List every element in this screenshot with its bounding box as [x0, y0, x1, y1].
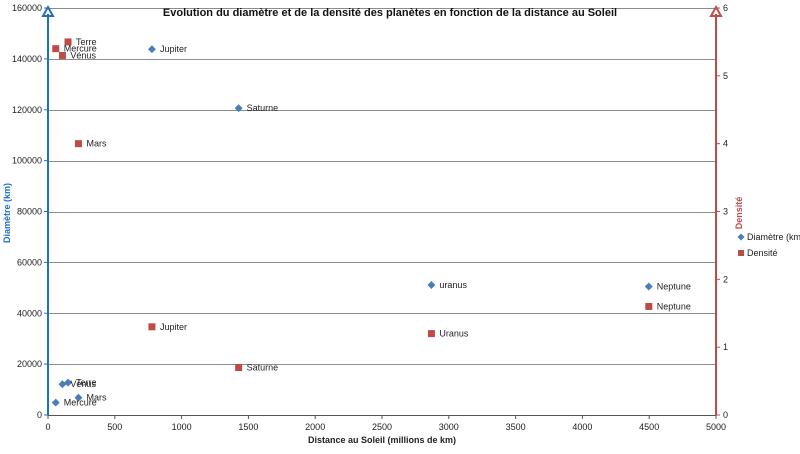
y-axis-left-title: Diamètre (km) [2, 183, 12, 243]
legend-diamond-marker [737, 233, 745, 241]
y-left-tick-label: 0 [37, 410, 42, 420]
density-point-label: Uranus [439, 329, 469, 339]
density-point-label: Neptune [657, 301, 691, 311]
diameter-point-label: Vénus [70, 379, 96, 389]
y-right-tick-label: 0 [723, 410, 728, 420]
density-point [148, 323, 156, 331]
density-point [58, 51, 66, 59]
diameter-point [147, 45, 156, 54]
x-tick-label: 1500 [238, 422, 258, 432]
x-tick-label: 500 [107, 422, 122, 432]
y-left-tick-label: 60000 [17, 257, 42, 267]
density-point [74, 140, 82, 148]
legend: Diamètre (km) Densité [737, 232, 800, 258]
diameter-point-label: Jupiter [160, 44, 187, 54]
y-right-tick-label: 4 [723, 139, 728, 149]
diameter-point-label: Mercure [64, 398, 97, 408]
y-right-tick-label: 3 [723, 207, 728, 217]
y-left-tick-label: 20000 [17, 359, 42, 369]
density-point-label: Mercure [64, 44, 97, 54]
diameter-point [427, 281, 436, 289]
y-left-tick-label: 120000 [12, 105, 42, 115]
density-point [645, 302, 653, 310]
diameter-point-label: Neptune [657, 282, 691, 292]
x-tick-label: 1000 [172, 422, 192, 432]
chart-title: Evolution du diamètre et de la densité d… [163, 7, 617, 19]
diameter-point-label: Saturne [247, 103, 279, 113]
x-tick-label: 0 [45, 422, 50, 432]
x-tick-label: 4000 [572, 422, 592, 432]
legend-item-densite: Densité [738, 248, 778, 258]
y-axis-left-arrow [41, 4, 55, 17]
legend-label-densite: Densité [747, 248, 778, 258]
diameter-point-label: Terre [76, 378, 97, 388]
x-tick-label: 4500 [639, 422, 659, 432]
y-left-tick-label: 100000 [12, 156, 42, 166]
diameter-point-label: Mars [86, 393, 106, 403]
y-left-tick-label: 140000 [12, 54, 42, 64]
density-point-label: Mars [86, 139, 106, 149]
y-right-tick-label: 2 [723, 274, 728, 284]
x-tick-label: 2000 [305, 422, 325, 432]
y-axis-right-arrow [709, 4, 723, 17]
data-marks [51, 38, 653, 407]
y-left-tick-label: 160000 [12, 3, 42, 13]
y-axis-right-title: Densité [734, 197, 744, 230]
diameter-point [51, 398, 60, 407]
legend-label-diametre: Diamètre (km) [747, 232, 800, 242]
density-point [427, 330, 435, 338]
axes [41, 4, 723, 416]
y-left-tick-label: 40000 [17, 308, 42, 318]
density-point-label: Vénus [70, 50, 96, 60]
density-point-label: Jupiter [160, 322, 187, 332]
x-tick-label: 5000 [706, 422, 726, 432]
x-axis-title: Distance au Soleil (millions de km) [308, 435, 456, 445]
density-point [52, 45, 60, 53]
y-right-tick-label: 5 [723, 71, 728, 81]
gridlines [48, 8, 716, 365]
legend-item-diametre: Diamètre (km) [737, 232, 800, 242]
x-tick-label: 3500 [506, 422, 526, 432]
density-point-label: Saturne [247, 363, 279, 373]
y-left-tick-label: 80000 [17, 207, 42, 217]
density-point [64, 38, 72, 46]
diameter-point [644, 282, 653, 291]
x-tick-label: 3000 [439, 422, 459, 432]
legend-square-marker [738, 250, 744, 256]
y-right-tick-label: 1 [723, 342, 728, 352]
y-right-tick-label: 6 [723, 3, 728, 13]
x-tick-label: 2500 [372, 422, 392, 432]
diameter-point-label: uranus [439, 280, 467, 290]
density-point [235, 364, 243, 372]
diameter-point [234, 104, 243, 113]
tick-labels: 0200004000060000800001000001200001400001… [12, 3, 728, 432]
point-labels: MercureVénusTerreMarsJupiterSaturneuranu… [64, 37, 691, 408]
density-point-label: Terre [76, 37, 97, 47]
